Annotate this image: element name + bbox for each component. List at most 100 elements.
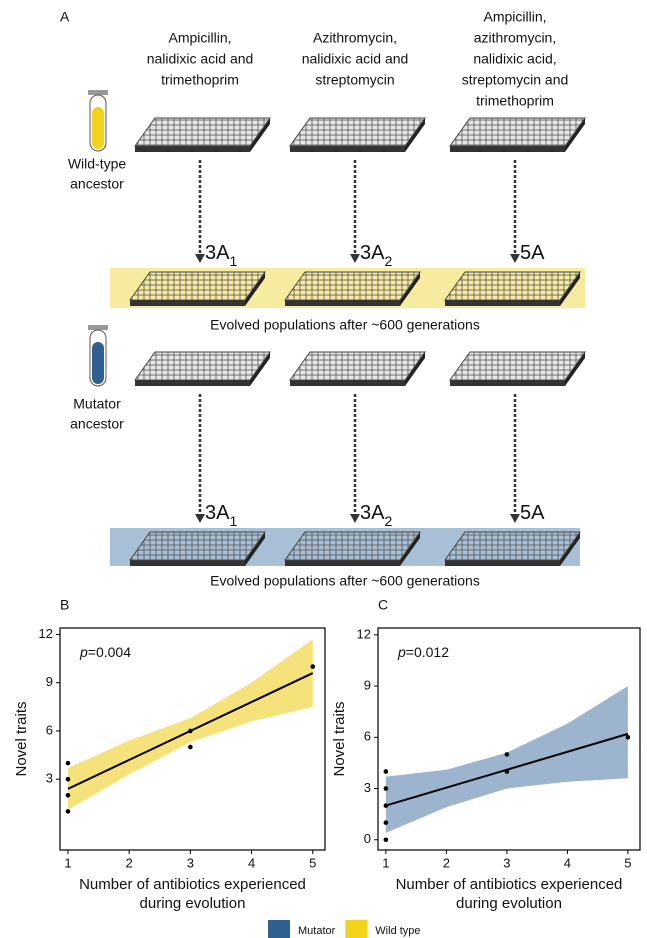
population-label: 5A [520, 242, 545, 264]
arrowhead [195, 254, 205, 263]
plate-grid [445, 272, 580, 300]
point [384, 837, 389, 842]
treatment-label: streptomycin [315, 72, 394, 88]
y-axis-label: Novel traits [331, 701, 348, 776]
arrowhead [195, 514, 205, 523]
plate [130, 532, 265, 566]
arrowhead [510, 514, 520, 523]
plate-side [445, 300, 560, 306]
plate-side [135, 146, 250, 152]
treatment-label: azithromycin, [474, 30, 556, 46]
y-tick-label: 3 [364, 780, 371, 795]
y-tick-label: 12 [39, 626, 53, 641]
x-axis-label: Number of antibiotics experienced [79, 876, 306, 893]
plate-side [290, 380, 405, 386]
plate-grid [135, 118, 270, 146]
population-name: 3A [205, 242, 230, 264]
plate-side [130, 300, 245, 306]
annotation-italic: p [397, 644, 406, 660]
tube-cap [88, 90, 108, 95]
plate-grid [285, 272, 420, 300]
plate [135, 352, 270, 386]
legend-label: Wild type [375, 925, 420, 937]
point [626, 735, 631, 740]
y-tick-label: 0 [364, 831, 371, 846]
y-tick-label: 12 [357, 626, 371, 641]
y-tick-label: 6 [46, 722, 53, 737]
point [384, 803, 389, 808]
plate [285, 532, 420, 566]
treatment-label: nalidixic acid and [302, 51, 409, 67]
plate-side [445, 560, 560, 566]
point [66, 761, 71, 766]
x-tick-label: 3 [187, 855, 194, 870]
y-tick-label: 3 [46, 771, 53, 786]
treatment-label: streptomycin and [462, 72, 569, 88]
panel-label: B [60, 597, 69, 613]
point [188, 729, 193, 734]
population-sub: 2 [384, 513, 392, 529]
population-label: 3A1 [205, 242, 237, 268]
annotation-text: =0.004 [88, 644, 131, 660]
plate-grid [130, 532, 265, 560]
y-axis-label: Novel traits [13, 701, 30, 776]
ancestor-label: ancestor [70, 176, 124, 192]
population-label: 3A2 [360, 502, 392, 528]
point [505, 752, 510, 757]
plate-grid [290, 352, 425, 380]
tube-cap [88, 325, 108, 330]
x-tick-label: 4 [248, 855, 255, 870]
point [66, 793, 71, 798]
ancestor-label: ancestor [70, 416, 124, 432]
confidence-band [68, 639, 313, 810]
population-label: 3A2 [360, 242, 392, 268]
population-name: 5A [520, 242, 545, 264]
annotation: p=0.012 [397, 644, 449, 660]
x-tick-label: 3 [503, 855, 510, 870]
x-tick-label: 5 [624, 855, 631, 870]
point [188, 745, 193, 750]
treatment-label: Ampicillin, [483, 9, 546, 25]
plate-side [130, 560, 245, 566]
arrowhead [350, 514, 360, 523]
plate [290, 118, 425, 152]
annotation-text: =0.012 [406, 644, 449, 660]
treatment-label: Azithromycin, [313, 30, 397, 46]
plate [285, 272, 420, 306]
tube-liquid [92, 107, 104, 149]
point [384, 786, 389, 791]
annotation-italic: p [79, 644, 88, 660]
plate-side [450, 146, 565, 152]
population-name: 3A [205, 502, 230, 524]
plate [135, 118, 270, 152]
ancestor-label: Wild-type [68, 156, 127, 172]
evolved-label: Evolved populations after ~600 generatio… [210, 317, 480, 333]
plate [130, 272, 265, 306]
treatment-label: nalidixic acid and [147, 51, 254, 67]
x-axis-label: during evolution [140, 895, 246, 912]
x-tick-label: 4 [564, 855, 571, 870]
x-tick-label: 1 [64, 855, 71, 870]
legend-label: Mutator [298, 925, 336, 937]
arrowhead [510, 254, 520, 263]
point [310, 664, 315, 669]
figure: AAmpicillin,nalidixic acid andtrimethopr… [0, 0, 647, 938]
arrowhead [350, 254, 360, 263]
point [66, 777, 71, 782]
ancestor-label: Mutator [73, 396, 121, 412]
population-sub: 2 [384, 253, 392, 269]
x-axis-label: during evolution [456, 895, 562, 912]
x-tick-label: 1 [382, 855, 389, 870]
treatment-label: trimethoprim [161, 72, 239, 88]
y-tick-label: 9 [364, 677, 371, 692]
legend-swatch [345, 920, 367, 938]
population-label: 5A [520, 502, 545, 524]
confidence-band [386, 686, 628, 833]
annotation: p=0.004 [79, 644, 131, 660]
population-name: 5A [520, 502, 545, 524]
plate [445, 272, 580, 306]
population-name: 3A [360, 242, 385, 264]
point [505, 769, 510, 774]
x-axis-label: Number of antibiotics experienced [396, 876, 623, 893]
population-name: 3A [360, 502, 385, 524]
